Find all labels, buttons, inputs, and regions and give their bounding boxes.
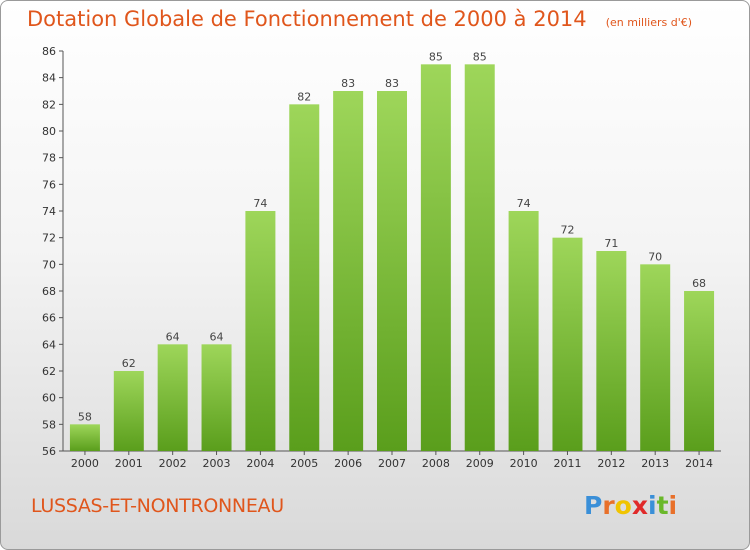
- logo-letter: r: [602, 491, 615, 520]
- x-tick-label: 2010: [510, 457, 538, 470]
- y-tick-label: 66: [42, 312, 56, 325]
- data-label: 72: [560, 224, 574, 237]
- chart-title: Dotation Globale de Fonctionnement de 20…: [27, 7, 587, 31]
- bar-2004: [245, 211, 276, 451]
- bar-2001: [113, 371, 144, 451]
- bar-2011: [552, 237, 583, 451]
- x-tick-label: 2014: [685, 457, 713, 470]
- y-tick-label: 56: [42, 445, 56, 458]
- x-tick-label: 2008: [422, 457, 450, 470]
- proxiti-logo: Proxiti: [584, 491, 677, 520]
- data-label: 74: [253, 197, 267, 210]
- axes-layer: 56 58 60 62 64 66 68 70 72 74 76 78 80 82 84 86: [42, 45, 721, 458]
- x-tick-label: 2007: [378, 457, 406, 470]
- bar-2010: [508, 211, 539, 451]
- data-label: 74: [517, 197, 531, 210]
- commune-name: LUSSAS-ET-NONTRONNEAU: [31, 495, 284, 517]
- logo-letter: x: [631, 491, 648, 520]
- x-tick-label: 2002: [159, 457, 187, 470]
- y-tick-label: 78: [42, 152, 56, 165]
- x-tick-label: 2006: [334, 457, 362, 470]
- data-label: 85: [429, 50, 443, 63]
- data-label: 62: [122, 357, 136, 370]
- y-tick-label: 62: [42, 365, 56, 378]
- bar-2013: [640, 264, 671, 451]
- y-tick-label: 86: [42, 45, 56, 58]
- y-tick-label: 60: [42, 392, 56, 405]
- bar-2012: [596, 251, 627, 451]
- logo-letter: o: [614, 491, 632, 520]
- bar-2002: [157, 344, 188, 451]
- y-tick-label: 84: [42, 72, 56, 85]
- logo-letter: i: [648, 491, 657, 520]
- bar-2006: [333, 91, 364, 451]
- data-label: 83: [385, 77, 399, 90]
- x-tick-label: 2013: [641, 457, 669, 470]
- y-tick-label: 58: [42, 418, 56, 431]
- data-label: 85: [473, 50, 487, 63]
- y-tick-label: 82: [42, 98, 56, 111]
- x-tick-label: 2003: [203, 457, 231, 470]
- data-label: 71: [604, 237, 618, 250]
- x-tick-label: 2009: [466, 457, 494, 470]
- title-row: Dotation Globale de Fonctionnement de 20…: [27, 7, 692, 31]
- data-label: 70: [648, 250, 662, 263]
- y-tick-label: 64: [42, 338, 56, 351]
- bar-2014: [684, 291, 715, 451]
- y-tick-label: 76: [42, 178, 56, 191]
- bar-2009: [464, 64, 495, 452]
- bar-2007: [377, 91, 407, 451]
- x-tick-label: 2000: [71, 457, 99, 470]
- bar-2000: [69, 424, 100, 451]
- bar-2008: [420, 64, 451, 452]
- data-label: 64: [210, 330, 224, 343]
- x-tick-label: 2005: [290, 457, 318, 470]
- y-tick-label: 72: [42, 232, 56, 245]
- x-tick-label: 2011: [553, 457, 581, 470]
- x-tick-label: 2004: [246, 457, 274, 470]
- data-label: 83: [341, 77, 355, 90]
- logo-letter: P: [584, 491, 603, 520]
- logo-letter: i: [668, 491, 678, 520]
- bars-layer: [69, 64, 715, 452]
- y-tick-label: 80: [42, 125, 56, 138]
- bar-2003: [201, 344, 232, 451]
- labels-layer: 2000 58 2001 62 2002 64 2003 64 2004 74 2005 82 2006…: [71, 50, 713, 470]
- data-label: 58: [78, 410, 92, 423]
- x-tick-label: 2001: [115, 457, 143, 470]
- data-label: 82: [297, 90, 311, 103]
- chart-unit: (en milliers d'€): [605, 16, 693, 29]
- data-label: 68: [692, 277, 706, 290]
- bar-2005: [289, 104, 320, 451]
- y-tick-label: 74: [42, 205, 56, 218]
- y-tick-label: 70: [42, 258, 56, 271]
- y-tick-label: 68: [42, 285, 56, 298]
- x-tick-label: 2012: [597, 457, 625, 470]
- logo-letter: t: [656, 491, 669, 520]
- data-label: 64: [166, 330, 180, 343]
